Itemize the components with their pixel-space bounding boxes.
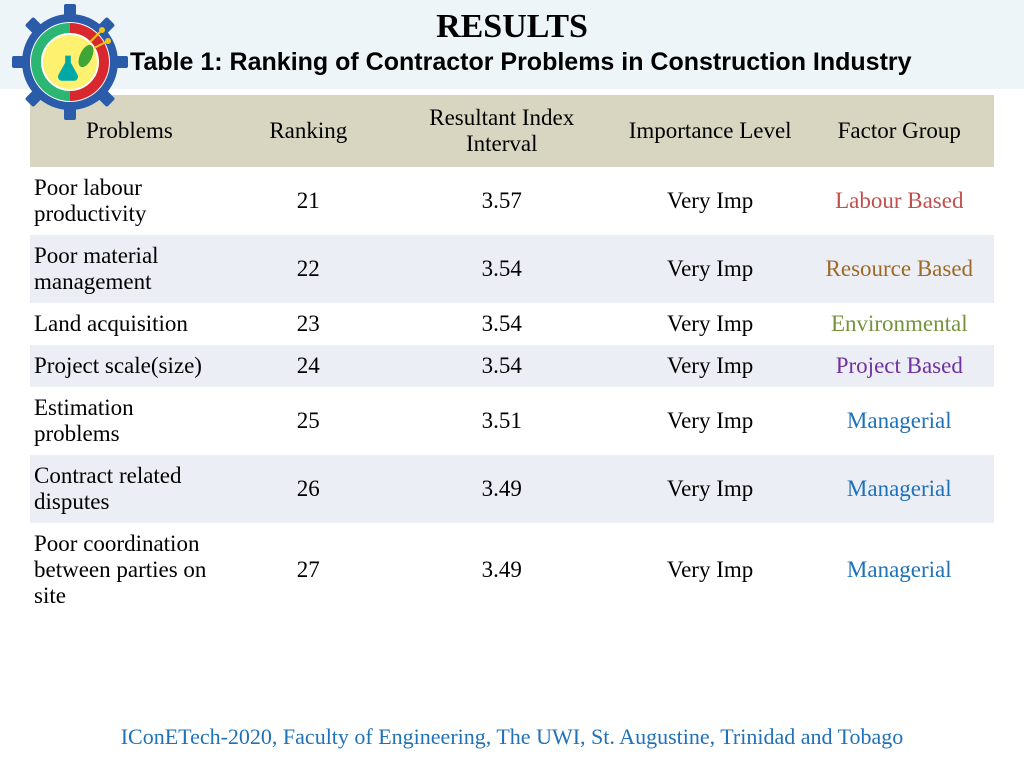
footer-text: IConETech-2020, Faculty of Engineering, …: [0, 724, 1024, 750]
cell-factor-group: Resource Based: [805, 235, 994, 303]
cell-problem: Poor material management: [30, 235, 229, 303]
cell-rii: 3.57: [388, 167, 616, 235]
cell-rii: 3.49: [388, 523, 616, 617]
cell-rii: 3.49: [388, 455, 616, 523]
cell-problem: Estimation problems: [30, 387, 229, 455]
table-row: Poor material management223.54Very ImpRe…: [30, 235, 994, 303]
col-header-importance: Importance Level: [616, 95, 805, 167]
ranking-table: Problems Ranking Resultant Index Interva…: [30, 95, 994, 617]
cell-importance: Very Imp: [616, 345, 805, 387]
cell-importance: Very Imp: [616, 387, 805, 455]
cell-rank: 21: [229, 167, 388, 235]
cell-rank: 22: [229, 235, 388, 303]
cell-factor-group: Labour Based: [805, 167, 994, 235]
table-container: Problems Ranking Resultant Index Interva…: [0, 95, 1024, 617]
cell-rank: 25: [229, 387, 388, 455]
conference-logo: [10, 2, 130, 122]
cell-problem: Land acquisition: [30, 303, 229, 345]
table-row: Contract related disputes263.49Very ImpM…: [30, 455, 994, 523]
table-row: Poor coordination between parties on sit…: [30, 523, 994, 617]
table-row: Estimation problems253.51Very ImpManager…: [30, 387, 994, 455]
col-header-factor-group: Factor Group: [805, 95, 994, 167]
cell-factor-group: Managerial: [805, 387, 994, 455]
cell-importance: Very Imp: [616, 303, 805, 345]
col-header-rii: Resultant Index Interval: [388, 95, 616, 167]
cell-importance: Very Imp: [616, 455, 805, 523]
cell-factor-group: Managerial: [805, 455, 994, 523]
cell-problem: Project scale(size): [30, 345, 229, 387]
cell-problem: Poor labour productivity: [30, 167, 229, 235]
col-header-ranking: Ranking: [229, 95, 388, 167]
table-row: Poor labour productivity213.57Very ImpLa…: [30, 167, 994, 235]
cell-importance: Very Imp: [616, 523, 805, 617]
table-row: Land acquisition233.54Very ImpEnvironmen…: [30, 303, 994, 345]
cell-problem: Poor coordination between parties on sit…: [30, 523, 229, 617]
table-row: Project scale(size)243.54Very ImpProject…: [30, 345, 994, 387]
cell-importance: Very Imp: [616, 235, 805, 303]
cell-factor-group: Project Based: [805, 345, 994, 387]
cell-factor-group: Environmental: [805, 303, 994, 345]
cell-importance: Very Imp: [616, 167, 805, 235]
header-band: RESULTS Table 1: Ranking of Contractor P…: [0, 0, 1024, 89]
cell-problem: Contract related disputes: [30, 455, 229, 523]
table-header-row: Problems Ranking Resultant Index Interva…: [30, 95, 994, 167]
cell-rii: 3.54: [388, 303, 616, 345]
cell-rii: 3.54: [388, 345, 616, 387]
cell-rank: 23: [229, 303, 388, 345]
cell-rank: 24: [229, 345, 388, 387]
cell-factor-group: Managerial: [805, 523, 994, 617]
cell-rank: 27: [229, 523, 388, 617]
page-title: RESULTS: [0, 8, 1024, 46]
page-subtitle: Table 1: Ranking of Contractor Problems …: [0, 48, 1024, 77]
cell-rank: 26: [229, 455, 388, 523]
cell-rii: 3.51: [388, 387, 616, 455]
cell-rii: 3.54: [388, 235, 616, 303]
